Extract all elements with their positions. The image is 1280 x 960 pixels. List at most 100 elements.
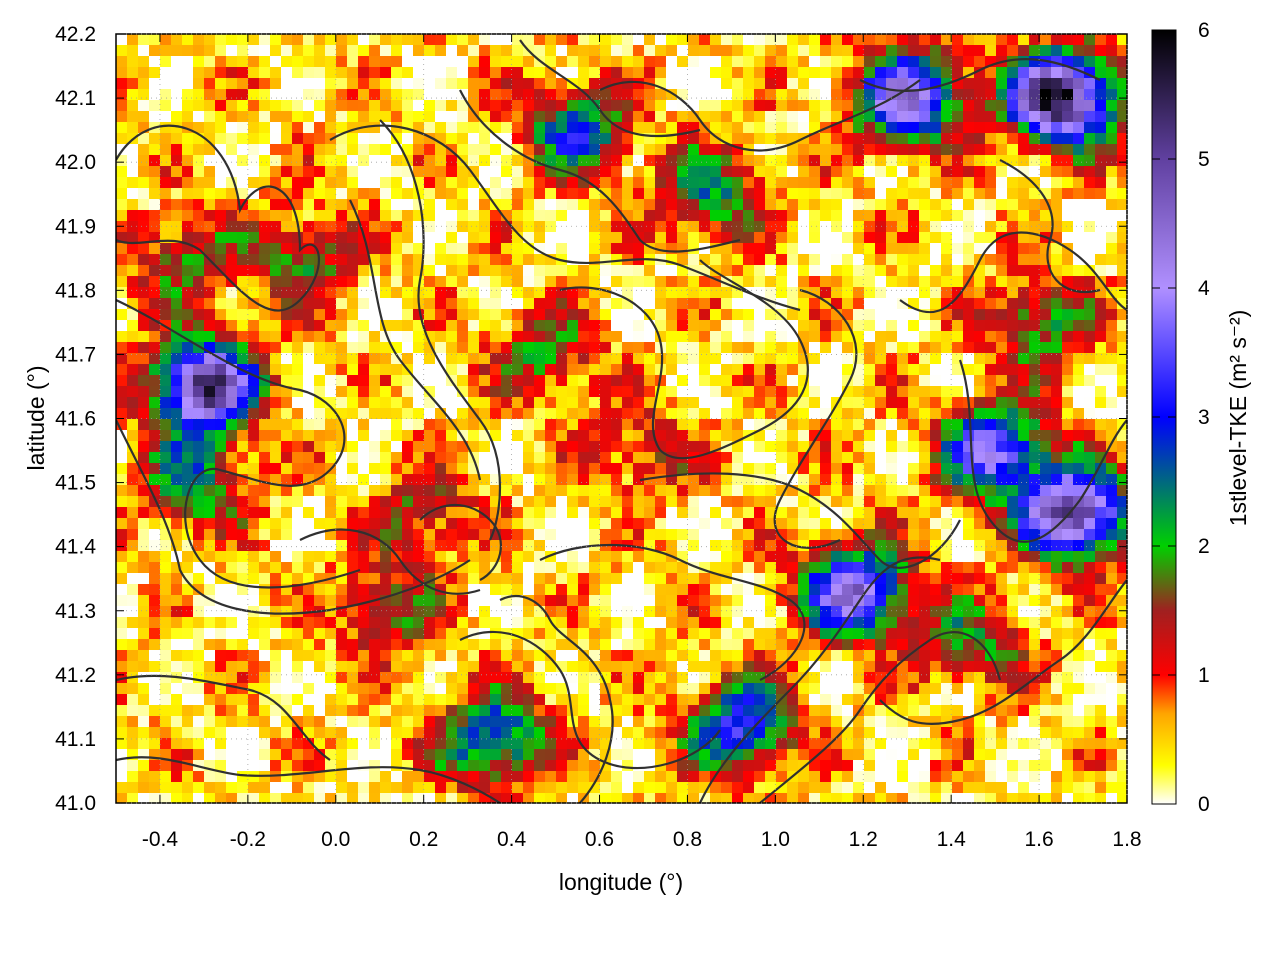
- heat-cell: [1084, 408, 1096, 420]
- heat-cell: [897, 309, 909, 321]
- heat-cell: [545, 353, 557, 365]
- heat-cell: [237, 518, 249, 530]
- heat-cell: [149, 298, 161, 310]
- heat-cell: [523, 386, 535, 398]
- heat-cell: [985, 221, 997, 233]
- heat-cell: [842, 78, 854, 90]
- heat-cell: [1029, 320, 1041, 332]
- heat-cell: [996, 67, 1008, 79]
- heat-cell: [622, 155, 634, 167]
- heat-cell: [160, 232, 172, 244]
- heat-cell: [303, 78, 315, 90]
- heat-cell: [842, 34, 854, 46]
- heat-cell: [589, 56, 601, 68]
- heat-cell: [721, 606, 733, 618]
- heat-cell: [259, 45, 271, 57]
- heat-cell: [457, 177, 469, 189]
- heat-cell: [358, 265, 370, 277]
- heat-cell: [611, 243, 623, 255]
- heat-cell: [919, 177, 931, 189]
- heat-cell: [985, 199, 997, 211]
- heat-cell: [809, 375, 821, 387]
- heat-cell: [1106, 518, 1118, 530]
- heat-cell: [512, 45, 524, 57]
- heat-cell: [1040, 133, 1052, 145]
- heat-cell: [457, 309, 469, 321]
- heat-cell: [853, 133, 865, 145]
- heat-cell: [391, 485, 403, 497]
- heat-cell: [446, 111, 458, 123]
- heat-cell: [446, 254, 458, 266]
- heat-cell: [776, 540, 788, 552]
- heat-cell: [534, 441, 546, 453]
- heat-cell: [732, 617, 744, 629]
- heat-cell: [622, 441, 634, 453]
- heat-cell: [875, 78, 887, 90]
- heat-cell: [578, 617, 590, 629]
- heat-cell: [941, 342, 953, 354]
- heat-cell: [1007, 133, 1019, 145]
- heat-cell: [776, 243, 788, 255]
- heat-cell: [259, 485, 271, 497]
- heat-cell: [468, 584, 480, 596]
- heat-cell: [490, 188, 502, 200]
- heat-cell: [644, 485, 656, 497]
- heat-cell: [688, 419, 700, 431]
- heat-cell: [688, 166, 700, 178]
- heat-cell: [523, 309, 535, 321]
- heat-cell: [369, 67, 381, 79]
- heat-cell: [413, 397, 425, 409]
- heat-cell: [941, 45, 953, 57]
- heat-cell: [1106, 485, 1118, 497]
- heat-cell: [116, 265, 128, 277]
- heat-cell: [435, 155, 447, 167]
- heat-cell: [1117, 254, 1127, 266]
- heat-cell: [842, 45, 854, 57]
- heat-cell: [215, 199, 227, 211]
- heat-cell: [1029, 309, 1041, 321]
- heat-cell: [325, 529, 337, 541]
- heat-cell: [347, 276, 359, 288]
- heat-cell: [941, 606, 953, 618]
- heat-cell: [809, 287, 821, 299]
- heat-cell: [435, 419, 447, 431]
- heat-cell: [534, 463, 546, 475]
- heat-cell: [490, 463, 502, 475]
- heat-cell: [985, 78, 997, 90]
- heat-cell: [908, 100, 920, 112]
- heat-cell: [853, 56, 865, 68]
- heat-cell: [270, 199, 282, 211]
- heat-cell: [1040, 419, 1052, 431]
- heat-cell: [677, 155, 689, 167]
- heat-cell: [523, 551, 535, 563]
- heat-cell: [820, 320, 832, 332]
- heat-cell: [644, 441, 656, 453]
- heat-cell: [1106, 111, 1118, 123]
- heat-cell: [138, 463, 150, 475]
- heat-cell: [842, 100, 854, 112]
- heat-cell: [589, 188, 601, 200]
- heat-cell: [556, 276, 568, 288]
- heat-cell: [512, 100, 524, 112]
- heat-cell: [886, 485, 898, 497]
- heat-cell: [369, 496, 381, 508]
- heat-cell: [1040, 342, 1052, 354]
- heat-cell: [1106, 375, 1118, 387]
- heat-cell: [325, 56, 337, 68]
- heat-cell: [974, 100, 986, 112]
- heat-cell: [424, 100, 436, 112]
- heat-cell: [908, 265, 920, 277]
- heat-cell: [655, 210, 667, 222]
- heat-cell: [600, 353, 612, 365]
- heat-cell: [930, 320, 942, 332]
- heat-cell: [325, 232, 337, 244]
- heat-cell: [578, 342, 590, 354]
- heat-cell: [655, 188, 667, 200]
- heat-cell: [622, 353, 634, 365]
- heat-cell: [776, 353, 788, 365]
- heat-cell: [435, 606, 447, 618]
- heat-cell: [226, 628, 238, 640]
- heat-cell: [875, 320, 887, 332]
- heat-cell: [479, 342, 491, 354]
